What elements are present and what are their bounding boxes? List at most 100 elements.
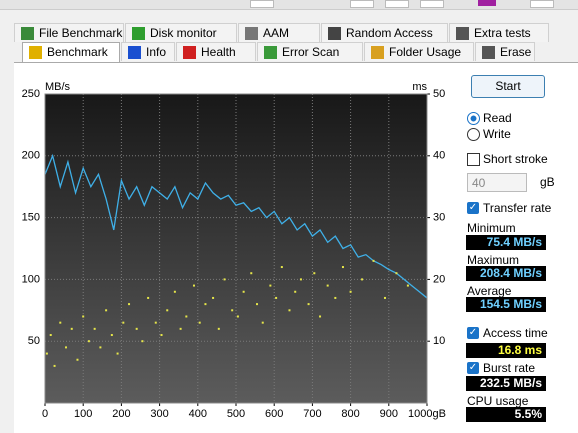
access-time-checkbox[interactable]: ✓ (467, 327, 479, 339)
x-tick-label: 800 (341, 408, 359, 420)
tab-label: File Benchmark (39, 26, 123, 40)
access-point (110, 334, 113, 337)
access-point (173, 290, 176, 293)
tab-label: Info (146, 45, 167, 59)
x-tick-label: 100 (74, 408, 92, 420)
toolbar-button[interactable] (478, 0, 496, 6)
tab[interactable]: Error Scan (257, 42, 363, 61)
average-label: Average (467, 284, 512, 298)
tab[interactable]: Health (176, 42, 256, 61)
cpu-usage-label: CPU usage (467, 394, 529, 408)
y-tick-label: 100 (22, 273, 40, 285)
write-label: Write (483, 127, 511, 141)
toolbar-strip (0, 0, 578, 10)
tab[interactable]: Random Access (321, 23, 448, 42)
transfer-rate-label: Transfer rate (483, 201, 552, 215)
tab[interactable]: AAM (238, 23, 320, 42)
access-point (372, 259, 375, 262)
tab-icon (245, 27, 258, 40)
x-tick-label: 600 (265, 408, 283, 420)
tab-label: Error Scan (282, 45, 340, 59)
tab[interactable]: File Benchmark (14, 23, 124, 42)
y2-tick-label: 10 (433, 335, 445, 347)
write-radio[interactable] (467, 128, 480, 141)
tab-icon (328, 27, 341, 40)
x-tick-label: 0 (42, 408, 48, 420)
access-point (128, 303, 131, 306)
access-point (275, 296, 278, 299)
access-point (294, 290, 297, 293)
access-point (59, 321, 62, 324)
access-point (198, 321, 201, 324)
access-point (53, 364, 56, 367)
access-point (280, 266, 283, 269)
access-point (192, 284, 195, 287)
access-point (223, 278, 226, 281)
stroke-size-input[interactable]: 40 (467, 173, 527, 192)
average-value: 154.5 MB/s (466, 297, 546, 312)
access-point (166, 309, 169, 312)
tab-icon (29, 46, 42, 59)
tab-icon (132, 27, 145, 40)
tab[interactable]: Extra tests (449, 23, 549, 42)
tab[interactable]: Disk monitor (125, 23, 237, 42)
tab[interactable]: Erase (475, 42, 535, 61)
y-tick-label: 250 (22, 88, 40, 100)
y-tick-label: 200 (22, 150, 40, 162)
toolbar-button[interactable] (420, 0, 444, 8)
y2-tick-label: 20 (433, 273, 445, 285)
access-point (288, 309, 291, 312)
cpu-usage-value: 5.5% (466, 407, 546, 422)
access-point (122, 321, 125, 324)
tab-icon (128, 46, 141, 59)
maximum-value: 208.4 MB/s (466, 266, 546, 281)
maximum-label: Maximum (467, 253, 520, 267)
toolbar-button[interactable] (530, 0, 554, 8)
tab[interactable]: Info (121, 42, 175, 61)
x-tick-label: 700 (303, 408, 321, 420)
access-point (256, 303, 259, 306)
access-point (349, 290, 352, 293)
tab-label: Health (201, 45, 236, 59)
tab[interactable]: Folder Usage (364, 42, 474, 61)
toolbar-button[interactable] (350, 0, 374, 8)
access-point (261, 321, 264, 324)
burst-rate-label: Burst rate (483, 361, 536, 375)
access-point (250, 272, 253, 275)
x-tick-label: 1000gB (408, 408, 446, 420)
tab-label: Benchmark (47, 45, 108, 59)
transfer-rate-checkbox[interactable]: ✓ (467, 202, 479, 214)
access-point (141, 340, 144, 343)
access-point (204, 303, 207, 306)
access-point (217, 327, 220, 330)
minimum-value: 75.4 MB/s (466, 235, 546, 250)
plot-frame (44, 93, 428, 404)
tab[interactable]: Benchmark (22, 42, 120, 63)
access-point (236, 315, 239, 318)
tab-label: Disk monitor (150, 26, 217, 40)
short-stroke-label: Short stroke (483, 152, 548, 166)
short-stroke-checkbox[interactable] (467, 153, 480, 166)
access-point (154, 321, 157, 324)
access-point (160, 334, 163, 337)
access-point (307, 303, 310, 306)
access-point (406, 284, 409, 287)
y2-tick-label: 30 (433, 212, 445, 224)
y2-tick-label: 40 (433, 150, 445, 162)
access-point (319, 315, 322, 318)
plot-area (45, 94, 427, 403)
access-point (135, 327, 138, 330)
start-button[interactable]: Start (471, 75, 545, 98)
burst-rate-checkbox[interactable]: ✓ (467, 362, 479, 374)
toolbar-button[interactable] (250, 0, 274, 8)
access-point (212, 296, 215, 299)
toolbar-button[interactable] (385, 0, 409, 8)
tab-icon (21, 27, 34, 40)
read-radio[interactable] (467, 112, 480, 125)
access-point (361, 278, 364, 281)
x-tick-label: 400 (189, 408, 207, 420)
stroke-unit: gB (540, 175, 555, 189)
access-time-value: 16.8 ms (466, 343, 546, 358)
y2-axis-label: ms (412, 81, 427, 93)
